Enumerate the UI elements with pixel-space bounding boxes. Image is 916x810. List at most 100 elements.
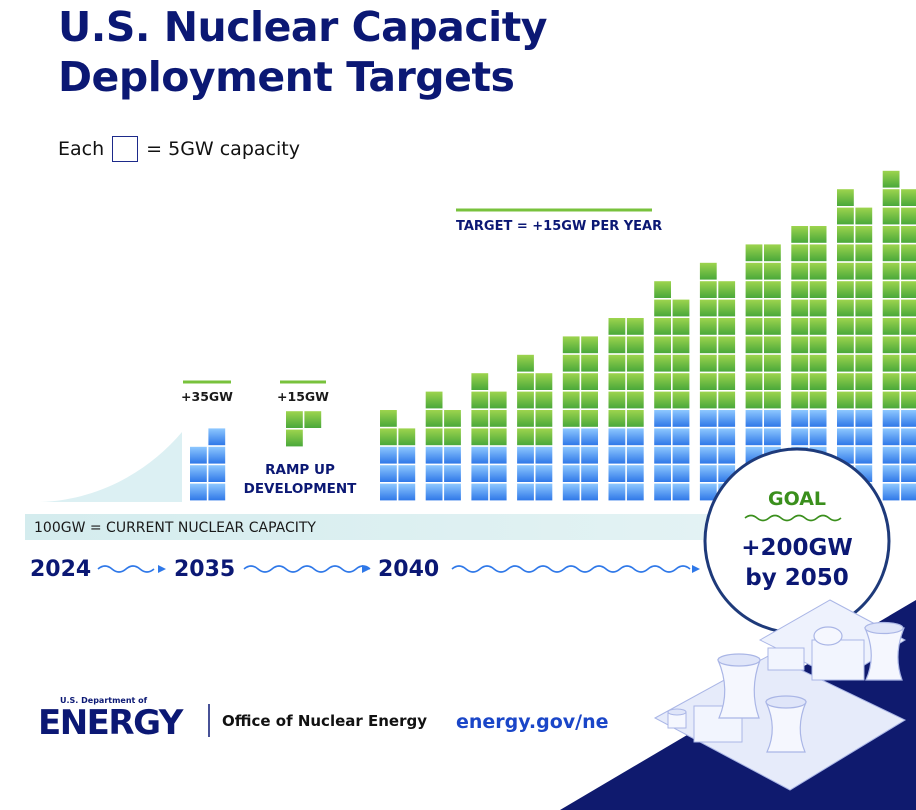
capacity-block-existing [699, 410, 717, 427]
capacity-block-new [425, 410, 443, 427]
capacity-block-existing [764, 428, 781, 446]
capacity-block-existing [489, 465, 507, 482]
capacity-block-new [699, 318, 717, 335]
capacity-block-existing [425, 465, 443, 482]
capacity-block-new [745, 299, 763, 317]
capacity-block-new [654, 299, 671, 317]
goal-line-2: by 2050 [745, 565, 848, 591]
timeline-wave-2 [243, 565, 371, 573]
capacity-block-new [286, 429, 303, 447]
capacity-block-new [882, 226, 900, 243]
capacity-block-new [809, 262, 827, 280]
capacity-block-new [699, 391, 717, 409]
capacity-block-new [791, 299, 809, 317]
capacity-block-new [581, 336, 598, 354]
capacity-block-new [882, 189, 900, 206]
capacity-block-new [699, 336, 717, 354]
capacity-block-new [718, 299, 736, 317]
capacity-block-new [791, 262, 809, 280]
capacity-block-existing [718, 428, 736, 446]
capacity-block-new [901, 244, 916, 262]
capacity-block-new [809, 318, 827, 335]
capacity-block-existing [425, 483, 443, 501]
capacity-block-existing [444, 446, 461, 464]
capacity-block-existing [581, 483, 598, 501]
capacity-block-existing [654, 483, 671, 501]
capacity-block-new [837, 226, 854, 243]
footer-url-link[interactable]: energy.gov/ne [456, 711, 609, 733]
capacity-block-existing [882, 410, 900, 427]
capacity-block-new [837, 244, 854, 262]
capacity-block-new [471, 373, 489, 390]
capacity-block-new [837, 354, 854, 372]
capacity-block-new [745, 244, 763, 262]
capacity-block-new [791, 354, 809, 372]
capacity-block-existing [718, 410, 736, 427]
target-label: TARGET = +15GW PER YEAR [456, 219, 662, 234]
capacity-block-new [535, 410, 553, 427]
capacity-block-new [901, 207, 916, 225]
capacity-block-new [764, 336, 781, 354]
capacity-block-new [626, 354, 644, 372]
capacity-block-existing [208, 446, 226, 464]
ramp-up-label-line2: DEVELOPMENT [244, 481, 358, 497]
capacity-block-new [791, 391, 809, 409]
capacity-block-existing [398, 446, 416, 464]
capacity-block-new [672, 391, 690, 409]
capacity-block-new [882, 299, 900, 317]
capacity-block-new [626, 336, 644, 354]
capacity-block-new [745, 318, 763, 335]
capacity-block-new [745, 373, 763, 390]
capacity-block-new [380, 428, 397, 446]
capacity-block-new [672, 318, 690, 335]
capacity-block-new [901, 262, 916, 280]
capacity-block-new [855, 336, 873, 354]
capacity-block-new [444, 428, 461, 446]
capacity-block-new [471, 410, 489, 427]
footer-department: U.S. Department of [60, 696, 148, 705]
capacity-block-existing [809, 428, 827, 446]
capacity-block-existing [562, 428, 580, 446]
capacity-block-existing [699, 446, 717, 464]
capacity-block-existing [654, 428, 671, 446]
capacity-block-new [654, 281, 671, 298]
capacity-block-new [764, 262, 781, 280]
capacity-block-existing [608, 465, 626, 482]
capacity-block-existing [672, 428, 690, 446]
capacity-block-existing [672, 465, 690, 482]
capacity-block-existing [398, 465, 416, 482]
current-capacity-band [25, 514, 745, 540]
capacity-block-new [764, 299, 781, 317]
capacity-block-new [809, 226, 827, 243]
capacity-block-existing [809, 410, 827, 427]
capacity-block-new [901, 391, 916, 409]
capacity-block-existing [626, 428, 644, 446]
capacity-block-new [809, 299, 827, 317]
ramp-up-label-line1: RAMP UP [265, 462, 335, 478]
capacity-block-existing [837, 410, 854, 427]
capacity-block-existing [471, 446, 489, 464]
goal-line-1: +200GW [741, 535, 853, 561]
capacity-block-new [654, 354, 671, 372]
capacity-block-existing [654, 410, 671, 427]
capacity-block-new [562, 354, 580, 372]
capacity-block-new [837, 189, 854, 206]
capacity-block-new [654, 318, 671, 335]
capacity-block-new [837, 318, 854, 335]
year-2040: 2040 [378, 557, 439, 582]
legend: Each = 5GW capacity [58, 134, 300, 164]
capacity-block-new [855, 226, 873, 243]
capacity-block-new [672, 299, 690, 317]
capacity-block-new [855, 281, 873, 298]
capacity-block-existing [837, 428, 854, 446]
capacity-block-existing [745, 428, 763, 446]
capacity-block-new [901, 281, 916, 298]
capacity-block-existing [901, 428, 916, 446]
capacity-block-new [444, 410, 461, 427]
capacity-block-new [837, 281, 854, 298]
timeline-arrow-2 [362, 565, 370, 573]
capacity-block-existing [882, 428, 900, 446]
capacity-block-new [791, 318, 809, 335]
capacity-block-new [764, 318, 781, 335]
capacity-block-existing [380, 446, 397, 464]
